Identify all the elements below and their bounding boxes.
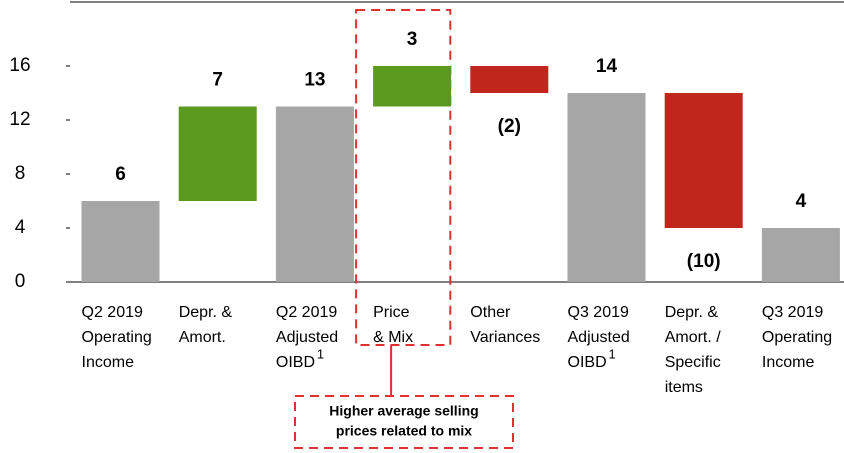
bar <box>275 106 354 282</box>
annotation-text: prices related to mix <box>336 423 472 439</box>
footnote-marker: 1 <box>609 346 616 361</box>
y-tick-label: 8 <box>15 163 26 184</box>
x-tick-label: Variances <box>470 329 540 346</box>
x-tick-label: Q2 2019 <box>82 304 143 321</box>
value-label: (10) <box>687 251 721 272</box>
annotation-text: Higher average selling <box>329 403 478 419</box>
x-tick-label: Specific <box>665 354 721 371</box>
bar <box>761 228 840 282</box>
x-tick-label: Operating <box>762 329 832 346</box>
x-tick-label: Depr. & <box>179 304 233 321</box>
x-tick-label: Q3 2019 <box>568 304 629 321</box>
value-label: 14 <box>596 56 618 77</box>
x-tick-label: items <box>665 379 703 396</box>
y-tick-label: 12 <box>9 109 30 130</box>
x-tick-label: Depr. & <box>665 304 719 321</box>
footnote-marker: 1 <box>317 346 324 361</box>
x-tick-label: Income <box>762 354 815 371</box>
bar <box>81 201 160 282</box>
x-tick-label: Q2 2019 <box>276 304 337 321</box>
x-tick-label: & Mix <box>373 329 413 346</box>
x-tick-label: Amort. / <box>665 329 722 346</box>
y-tick-label: 0 <box>15 271 26 292</box>
bar <box>178 106 257 201</box>
value-label: 4 <box>796 191 807 212</box>
x-tick-label: OIBD <box>276 354 315 371</box>
bar <box>567 93 646 282</box>
value-label: 7 <box>212 70 223 91</box>
highlight-box <box>355 9 452 346</box>
value-label: (2) <box>498 116 521 137</box>
x-tick-label: Income <box>82 354 135 371</box>
x-tick-label: Adjusted <box>568 329 630 346</box>
y-tick-label: 4 <box>15 217 26 238</box>
x-tick-label: Amort. <box>179 329 226 346</box>
value-label: 3 <box>407 29 418 50</box>
x-tick-label: OIBD <box>568 354 607 371</box>
bar <box>373 66 452 107</box>
x-tick-label: Other <box>470 304 511 321</box>
value-label: 13 <box>304 70 325 91</box>
value-label: 6 <box>115 164 126 185</box>
x-tick-label: Q3 2019 <box>762 304 823 321</box>
annotation-box <box>294 395 514 449</box>
y-tick-label: 16 <box>9 55 30 76</box>
x-tick-label: Price <box>373 304 410 321</box>
x-tick-label: Adjusted <box>276 329 338 346</box>
x-tick-label: Operating <box>82 329 152 346</box>
bar <box>470 66 549 93</box>
bar <box>664 93 743 228</box>
